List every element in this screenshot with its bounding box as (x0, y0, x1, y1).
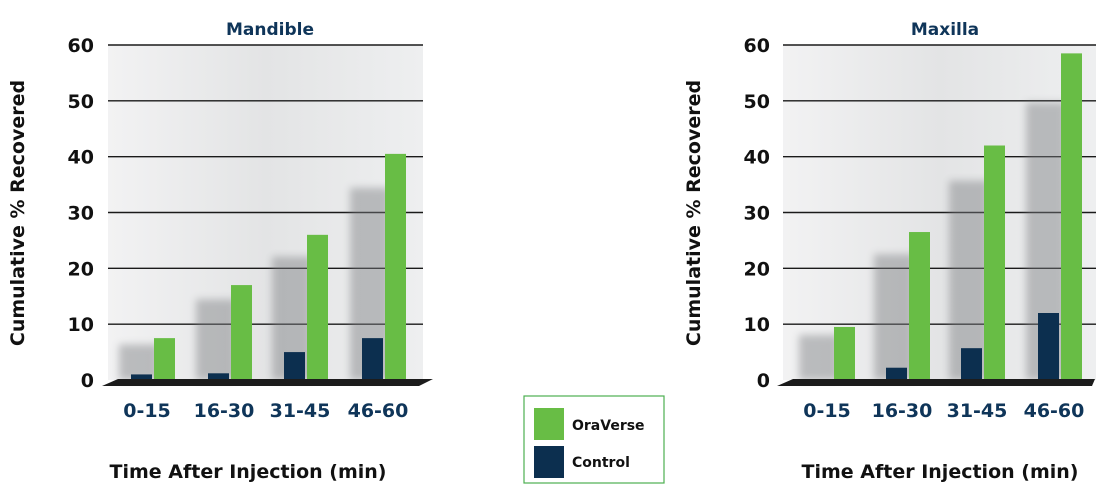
y-tick-label: 50 (744, 91, 770, 113)
bar-shadow (119, 344, 159, 380)
bar-control (362, 338, 383, 380)
mandible-chart: Mandible Cumulative % Recovered Time Aft… (7, 20, 433, 483)
bar-control (131, 374, 152, 380)
y-tick-label: 40 (744, 147, 770, 169)
bar-shadow (874, 254, 914, 380)
y-tick-label: 20 (744, 258, 770, 280)
y-tick-label: 30 (68, 203, 94, 225)
legend-swatch-control (534, 446, 564, 478)
bar-control (208, 373, 229, 380)
x-tick-label: 16-30 (872, 400, 933, 422)
y-tick-label: 10 (68, 314, 94, 336)
x-tick-label: 31-45 (947, 400, 1008, 422)
y-tick-label: 50 (68, 91, 94, 113)
legend-label-oraverse: OraVerse (572, 418, 645, 434)
bar-oraverse (1061, 53, 1082, 380)
bar-control (284, 352, 305, 380)
chart-floor (777, 379, 1095, 386)
y-tick-label: 20 (68, 258, 94, 280)
bar-oraverse (231, 285, 252, 380)
x-tick-label: 31-45 (270, 400, 331, 422)
bar-shadow (799, 334, 839, 380)
bar-oraverse (154, 338, 175, 380)
bar-control (961, 348, 982, 380)
chart-title: Mandible (226, 20, 314, 40)
y-tick-label: 30 (744, 203, 770, 225)
bar-oraverse (909, 232, 930, 380)
chart-floor (102, 379, 433, 386)
legend-label-control: Control (572, 455, 630, 471)
bar-control (886, 367, 907, 380)
bar-control (1038, 313, 1059, 380)
bar-shadow (196, 299, 236, 380)
bar-oraverse (984, 145, 1005, 380)
bar-oraverse (385, 153, 406, 380)
x-tick-label: 16-30 (194, 400, 255, 422)
chart-title: Maxilla (911, 20, 979, 40)
y-tick-label: 40 (68, 147, 94, 169)
legend-swatch-oraverse (534, 408, 564, 440)
y-axis-label: Cumulative % Recovered (7, 80, 29, 346)
y-tick-label: 0 (81, 370, 94, 392)
y-tick-label: 0 (757, 370, 770, 392)
x-tick-label: 0-15 (123, 400, 171, 422)
x-axis-label: Time After Injection (min) (802, 461, 1079, 483)
x-axis-label: Time After Injection (min) (110, 461, 387, 483)
x-tick-label: 0-15 (803, 400, 851, 422)
bar-shadow (949, 180, 989, 380)
maxilla-chart: Maxilla Cumulative % Recovered Time Afte… (683, 20, 1096, 483)
y-axis-label: Cumulative % Recovered (683, 80, 705, 346)
bar-oraverse (834, 326, 855, 380)
y-tick-label: 10 (744, 314, 770, 336)
x-tick-label: 46-60 (348, 400, 409, 422)
y-tick-label: 60 (744, 35, 770, 57)
bar-oraverse (307, 234, 328, 380)
x-tick-label: 46-60 (1024, 400, 1085, 422)
legend: OraVerse Control (523, 395, 665, 484)
y-tick-label: 60 (68, 35, 94, 57)
